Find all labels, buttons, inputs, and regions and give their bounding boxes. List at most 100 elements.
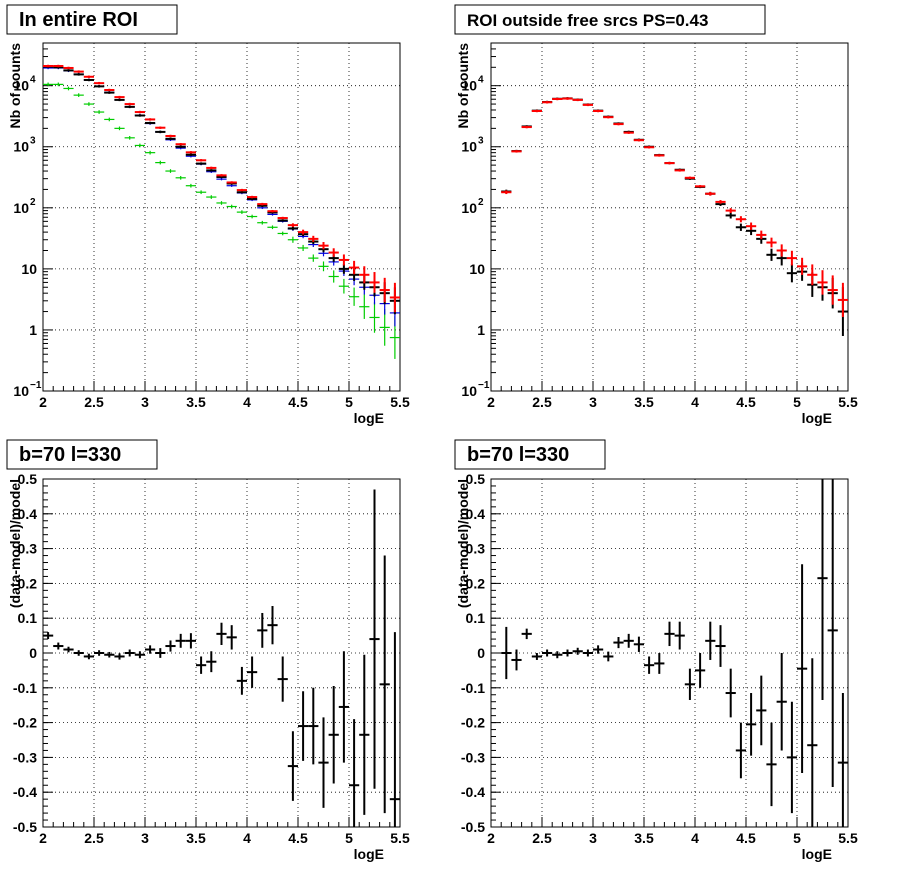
data-point (247, 195, 258, 199)
data-point (175, 145, 186, 148)
data-point (735, 223, 746, 231)
y-tick-label: 10 3 (13, 136, 36, 155)
data-point (786, 701, 797, 814)
data-point (155, 126, 166, 129)
data-point (807, 658, 818, 827)
data-point (114, 95, 125, 99)
y-tick-base: 10 (13, 383, 29, 399)
data-point (766, 237, 777, 248)
data-point (185, 183, 196, 188)
data-point (155, 160, 166, 165)
data-point (73, 73, 84, 76)
data-point (94, 650, 105, 656)
data-point (124, 135, 135, 140)
y-tick-label: -0.5 (461, 819, 485, 835)
y-axis-label: Nb of counts (7, 43, 23, 129)
data-point (349, 287, 360, 306)
data-point (379, 309, 390, 346)
data-point (552, 651, 563, 659)
x-tick-label: 2.5 (532, 830, 552, 846)
data-point (837, 282, 848, 318)
data-point (134, 143, 145, 148)
data-point (43, 64, 54, 68)
y-tick-label: -0.3 (13, 749, 37, 765)
data-point (83, 653, 94, 660)
y-tick-label: -0.4 (461, 784, 485, 800)
data-point (247, 656, 258, 688)
data-point (73, 650, 84, 656)
chart-panel-4: 2 2.5 3 3.5 4 4.5 5 5.5 logE -0.5 -0.4 -0.3 -0.2 -0.1… (455, 471, 858, 862)
data-point (145, 150, 156, 155)
y-tick-label: -0.2 (461, 715, 485, 731)
x-tick-label: 4.5 (288, 394, 308, 410)
data-point (531, 653, 542, 660)
data-point (379, 555, 390, 814)
data-point (124, 102, 135, 106)
data-point (226, 625, 237, 650)
data-point (379, 277, 390, 303)
data-point (542, 649, 553, 657)
y-tick-label: 0.2 (466, 575, 486, 591)
data-point (287, 236, 298, 243)
data-point (582, 649, 593, 657)
data-point (298, 244, 309, 252)
data-point (623, 131, 634, 134)
data-point (298, 229, 309, 235)
panel-title-4: b=70 l=330 (454, 439, 606, 470)
data-point (664, 161, 675, 165)
data-point (226, 181, 237, 184)
data-point (674, 169, 685, 172)
data-point (603, 115, 614, 119)
y-tick-exponent: −1 (30, 380, 42, 391)
x-tick-label: 4.5 (288, 830, 308, 846)
x-tick-label: 3.5 (634, 394, 654, 410)
data-point (369, 302, 380, 333)
data-point (63, 86, 74, 91)
data-point (206, 651, 217, 673)
y-tick-base: 10 (21, 261, 37, 277)
data-point (318, 261, 329, 272)
x-tick-label: 3.5 (186, 830, 206, 846)
x-tick-label: 2.5 (84, 830, 104, 846)
x-tick-label: 2 (487, 830, 495, 846)
x-tick-label: 2 (39, 830, 47, 846)
data-point (104, 91, 115, 94)
data-point (654, 154, 665, 157)
data-point (277, 219, 288, 222)
y-tick-label: 1 (29, 322, 37, 338)
data-point (196, 190, 207, 195)
data-point (94, 110, 105, 114)
data-point (63, 66, 74, 70)
data-point (257, 612, 268, 648)
data-point (837, 693, 848, 827)
data-point (674, 621, 685, 650)
x-tick-label: 5.5 (838, 394, 858, 410)
data-point (786, 250, 797, 266)
data-point (277, 656, 288, 702)
data-point (328, 686, 339, 784)
series-1 (43, 82, 400, 359)
data-point (247, 214, 258, 219)
data-point (43, 632, 54, 640)
y-tick-exponent: 4 (30, 75, 36, 86)
data-point (338, 254, 349, 266)
data-point (287, 223, 298, 227)
data-point (705, 621, 716, 660)
x-tick-label: 5 (793, 830, 801, 846)
data-point (83, 78, 94, 82)
y-axis-label: (data-model)/model (455, 479, 471, 608)
x-tick-label: 4 (691, 394, 699, 410)
data-point (725, 212, 736, 219)
data-point (664, 621, 675, 647)
x-tick-label: 5 (793, 394, 801, 410)
data-point (389, 632, 400, 827)
title-box (454, 439, 606, 470)
y-axis-label: Nb of counts (455, 43, 471, 129)
data-point (257, 206, 268, 210)
data-point (552, 97, 563, 101)
x-axis-label: logE (354, 846, 384, 862)
data-point (196, 162, 207, 165)
data-point (236, 188, 247, 192)
data-point (797, 564, 808, 774)
